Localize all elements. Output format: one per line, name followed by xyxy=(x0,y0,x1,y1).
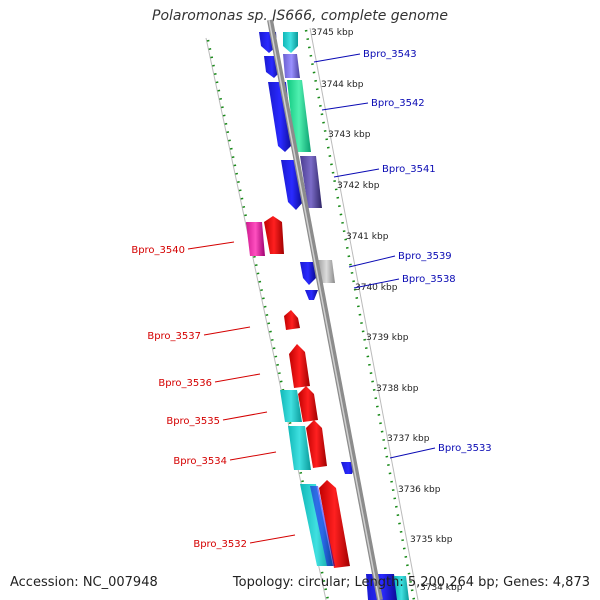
tick-dash-right xyxy=(304,29,416,600)
gene-arrow-3534[interactable] xyxy=(306,420,327,468)
gene-label[interactable]: Bpro_3540 xyxy=(131,245,185,256)
genome-backbone xyxy=(267,19,383,600)
gene-label[interactable]: Bpro_3536 xyxy=(158,378,212,389)
gene-label[interactable]: Bpro_3533 xyxy=(438,443,492,454)
gene-arrow-3540[interactable] xyxy=(264,216,284,254)
gene-arrow-3535-cyan[interactable] xyxy=(280,390,302,422)
label-connector xyxy=(222,411,268,421)
gene-arrow-3534-cyan[interactable] xyxy=(288,426,311,470)
gene-arrow-3537[interactable] xyxy=(284,310,300,330)
genome-backbone-highlight xyxy=(268,19,380,600)
tick-label: 3743 kbp xyxy=(328,130,371,140)
label-connector xyxy=(229,451,277,461)
gene-label[interactable]: Bpro_3535 xyxy=(166,416,220,427)
label-connector xyxy=(321,102,369,111)
label-connector xyxy=(214,373,261,383)
gene-arrow-3532-blue[interactable] xyxy=(310,486,335,566)
gene-arrow-3543-a[interactable] xyxy=(283,32,298,53)
gene-label[interactable]: Bpro_3537 xyxy=(147,331,201,342)
gene-label[interactable]: Bpro_3539 xyxy=(398,251,452,262)
map-title: Polaromonas sp. JS666, complete genome xyxy=(152,8,448,24)
gene-arrow-3543[interactable] xyxy=(283,54,300,78)
label-connector xyxy=(187,241,235,250)
label-connector xyxy=(389,447,436,459)
accession-label: Accession: NC_007948 xyxy=(10,575,158,590)
tick-label: 3740 kbp xyxy=(355,283,398,293)
tick-label: 3737 kbp xyxy=(387,434,430,444)
gene-label[interactable]: Bpro_3538 xyxy=(402,274,456,285)
label-connector xyxy=(353,278,400,289)
gene-arrow-3541[interactable] xyxy=(300,156,322,208)
gene-arrow-3536[interactable] xyxy=(289,344,310,388)
gene-arrow-3532[interactable] xyxy=(319,480,350,568)
gene-label[interactable]: Bpro_3542 xyxy=(371,98,425,109)
gene-arrow-bottom-b[interactable] xyxy=(394,576,409,600)
tick-label: 3736 kbp xyxy=(398,485,441,495)
label-connector xyxy=(203,326,251,336)
gene-arrow-3539-b[interactable] xyxy=(305,290,318,300)
tick-label: 3735 kbp xyxy=(410,535,453,545)
tick-label: 3744 kbp xyxy=(321,80,364,90)
label-connector xyxy=(348,255,396,268)
gene-arrow-3540-pink[interactable] xyxy=(246,222,265,256)
gene-arrow-3538[interactable] xyxy=(318,260,335,283)
gene-label[interactable]: Bpro_3534 xyxy=(173,456,227,467)
label-connector xyxy=(333,168,380,178)
tick-label: 3734 kbp xyxy=(420,583,463,593)
label-connector xyxy=(249,534,296,544)
label-connector xyxy=(313,53,361,63)
track-border-right xyxy=(309,27,419,600)
gene-label[interactable]: Bpro_3541 xyxy=(382,164,436,175)
gene-arrow-3539[interactable] xyxy=(300,262,316,285)
tick-label: 3739 kbp xyxy=(366,333,409,343)
gene-label[interactable]: Bpro_3543 xyxy=(363,49,417,60)
gene-label[interactable]: Bpro_3532 xyxy=(193,539,247,550)
genome-summary: Topology: circular; Length: 5,200,264 bp… xyxy=(232,575,590,590)
tick-label: 3738 kbp xyxy=(376,384,419,394)
gene-arrow-3535[interactable] xyxy=(298,386,318,422)
tick-label: 3741 kbp xyxy=(346,232,389,242)
tick-label: 3742 kbp xyxy=(337,181,380,191)
tick-label: 3745 kbp xyxy=(311,28,354,38)
